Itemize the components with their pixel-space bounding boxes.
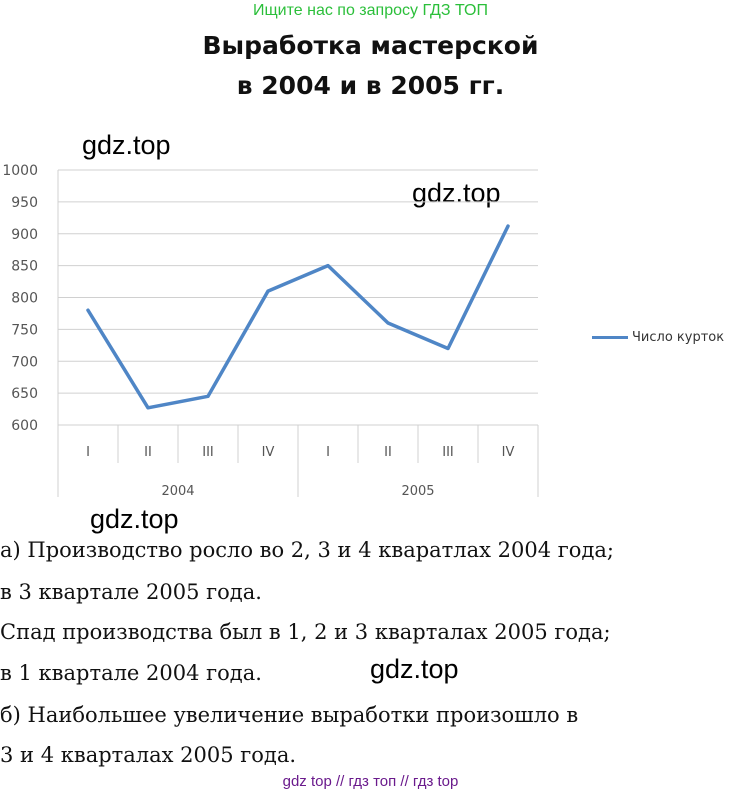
data-point: [86, 308, 90, 312]
watermark: gdz.top: [370, 654, 459, 684]
data-point: [266, 289, 270, 293]
x-tick-label: IV: [262, 445, 275, 460]
y-tick-label: 650: [11, 386, 38, 402]
y-tick-label: 750: [11, 322, 38, 338]
data-point: [146, 406, 150, 410]
legend-label: Число курток: [632, 330, 725, 345]
chart-title: Выработка мастерской в 2004 и в 2005 гг.: [0, 26, 741, 106]
answer-line: в 3 квартале 2005 года.: [0, 580, 262, 604]
chart-title-line-2: в 2004 и в 2005 гг.: [236, 71, 505, 100]
answer-line: б) Наибольшее увеличение выработки произ…: [0, 703, 579, 727]
data-point: [386, 321, 390, 325]
x-tick-label: III: [202, 445, 214, 460]
y-tick-label: 950: [11, 195, 38, 211]
group-label: 2004: [161, 484, 194, 499]
footer-links: gdz top // гдз топ // гдз top: [282, 773, 459, 790]
legend-swatch: [592, 336, 628, 339]
y-tick-label: 1000: [2, 163, 38, 179]
x-tick-label: IV: [502, 445, 515, 460]
data-point: [206, 394, 210, 398]
group-label: 2005: [401, 484, 434, 499]
y-tick-label: 600: [11, 418, 38, 434]
data-point: [326, 264, 330, 268]
data-point: [446, 347, 450, 350]
chart-title-line-1: Выработка мастерской: [202, 31, 539, 60]
watermark: gdz.top: [82, 130, 171, 160]
grid: [58, 169, 538, 426]
data-point: [506, 224, 510, 228]
series: [86, 224, 510, 410]
x-tick-label: II: [384, 445, 392, 460]
x-tick-label: II: [144, 445, 152, 460]
answer-line: в 1 квартале 2004 года.: [0, 661, 262, 685]
y-tick-label: 700: [11, 354, 38, 370]
search-banner: Ищите нас по запросу ГДЗ ТОП: [253, 2, 488, 19]
x-tick-label: I: [86, 445, 90, 460]
watermark: gdz.top: [90, 504, 179, 534]
legend: Число курток: [592, 330, 724, 345]
x-tick-label: I: [326, 445, 330, 460]
y-tick-label: 900: [11, 227, 38, 243]
answer-line: а) Производство росло во 2, 3 и 4 кварат…: [0, 538, 614, 562]
x-tick-label: III: [442, 445, 454, 460]
y-tick-label: 850: [11, 259, 38, 275]
watermark: gdz.top: [412, 178, 501, 208]
y-tick-label: 800: [11, 291, 38, 307]
answer-line: 3 и 4 кварталах 2005 года.: [0, 743, 297, 767]
answer-line: Спад производства был в 1, 2 и 3 квартал…: [0, 620, 611, 644]
series-line: [86, 224, 510, 410]
